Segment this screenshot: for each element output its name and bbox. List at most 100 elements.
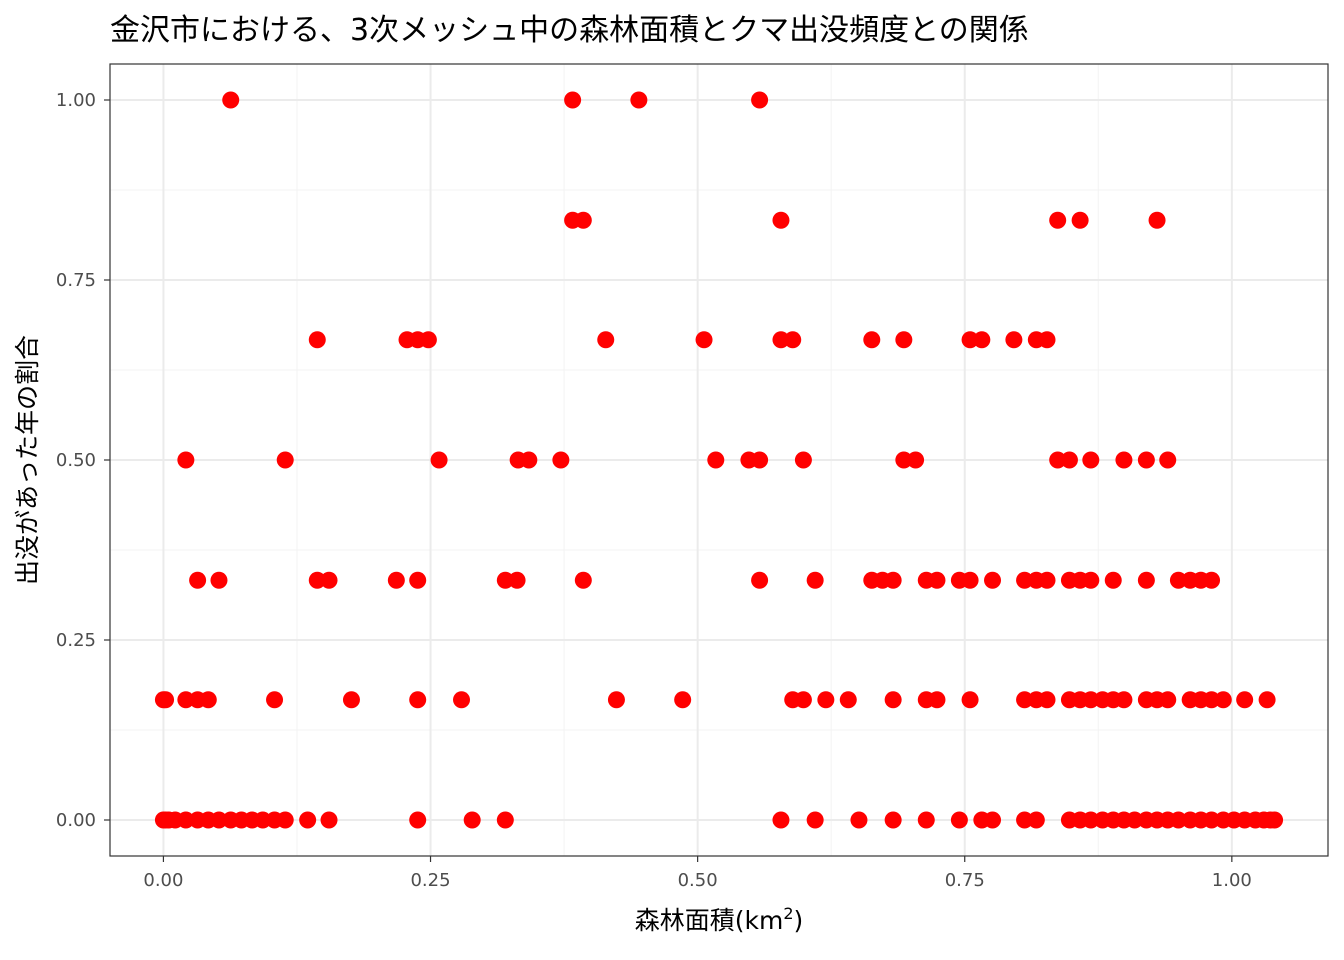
data-point [1137, 571, 1155, 589]
data-point [266, 691, 284, 709]
y-tick-label: 0.50 [56, 450, 96, 471]
data-point [1236, 691, 1254, 709]
data-point [961, 691, 979, 709]
data-point [308, 571, 326, 589]
data-point [254, 811, 272, 829]
data-point [1258, 691, 1276, 709]
data-point [1126, 811, 1144, 829]
data-point [276, 811, 294, 829]
x-tick-label: 1.00 [1212, 870, 1252, 891]
data-point [863, 331, 881, 349]
data-point [806, 811, 824, 829]
data-point [772, 331, 790, 349]
data-point [1266, 811, 1284, 829]
data-point [928, 571, 946, 589]
data-point [308, 331, 326, 349]
data-point [409, 811, 427, 829]
data-point [1115, 691, 1133, 709]
data-point [884, 691, 902, 709]
x-axis: 0.00 0.25 0.50 0.75 1.00 [143, 856, 1252, 891]
data-point [1203, 811, 1221, 829]
data-point [984, 811, 1002, 829]
data-point [917, 811, 935, 829]
data-point [1016, 811, 1034, 829]
data-point [839, 691, 857, 709]
data-point [630, 91, 648, 109]
data-point [409, 571, 427, 589]
data-point [574, 571, 592, 589]
data-point [1169, 571, 1187, 589]
data-point [950, 811, 968, 829]
data-point [884, 811, 902, 829]
data-point [751, 451, 769, 469]
data-point [794, 451, 812, 469]
data-point [189, 571, 207, 589]
data-point [973, 331, 991, 349]
x-axis-title-suffix: ) [794, 906, 804, 935]
y-tick-label: 0.00 [56, 810, 96, 831]
data-point [751, 91, 769, 109]
data-point [1038, 571, 1056, 589]
data-point [1159, 451, 1177, 469]
data-point [895, 331, 913, 349]
data-point [1203, 571, 1221, 589]
data-point [463, 811, 481, 829]
x-axis-title-main: 森林面積(km [635, 906, 784, 935]
data-point [276, 451, 294, 469]
data-point [1148, 211, 1166, 229]
data-point [222, 91, 240, 109]
data-point [707, 451, 725, 469]
data-point [772, 811, 790, 829]
y-tick-label: 1.00 [56, 90, 96, 111]
data-point [1027, 811, 1045, 829]
data-point [751, 571, 769, 589]
data-point [210, 811, 228, 829]
data-point [387, 571, 405, 589]
data-point [884, 571, 902, 589]
x-tick-label: 0.25 [410, 870, 450, 891]
data-point [895, 451, 913, 469]
chart-title: 金沢市における、3次メッシュ中の森林面積とクマ出没頻度との関係 [110, 13, 1029, 48]
data-point [564, 91, 582, 109]
data-point [574, 211, 592, 229]
data-point [784, 331, 802, 349]
data-point [453, 691, 471, 709]
data-point [1071, 211, 1089, 229]
data-point [1082, 811, 1100, 829]
data-point [806, 571, 824, 589]
data-point [817, 691, 835, 709]
data-point [961, 331, 979, 349]
data-point [496, 571, 514, 589]
x-tick-label: 0.50 [678, 870, 718, 891]
data-point [1049, 451, 1067, 469]
data-point [695, 331, 713, 349]
data-point [1082, 691, 1100, 709]
data-point [1016, 691, 1034, 709]
data-point [419, 331, 437, 349]
x-axis-title-superscript: 2 [783, 904, 793, 923]
y-tick-label: 0.75 [56, 270, 96, 291]
x-tick-label: 0.00 [143, 870, 183, 891]
data-point [299, 811, 317, 829]
data-point [772, 211, 790, 229]
data-point [177, 691, 195, 709]
data-points [154, 91, 1284, 829]
data-point [597, 331, 615, 349]
x-axis-title: 森林面積(km2) [635, 904, 804, 935]
data-point [1169, 811, 1187, 829]
data-point [520, 451, 538, 469]
data-point [1137, 451, 1155, 469]
data-point [1049, 211, 1067, 229]
data-point [607, 691, 625, 709]
data-point [1082, 571, 1100, 589]
data-point [552, 451, 570, 469]
data-point [157, 691, 175, 709]
data-point [1038, 331, 1056, 349]
data-point [961, 571, 979, 589]
data-point [1005, 331, 1023, 349]
data-point [1016, 571, 1034, 589]
minor-gridlines [110, 64, 1328, 856]
data-point [320, 811, 338, 829]
data-point [177, 811, 195, 829]
data-point [1115, 451, 1133, 469]
